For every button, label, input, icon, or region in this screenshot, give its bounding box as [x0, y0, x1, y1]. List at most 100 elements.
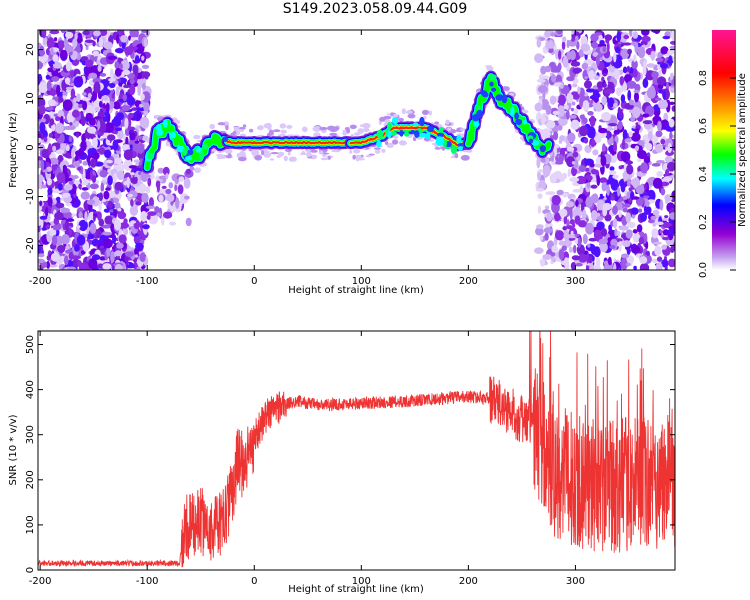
- spectrogram-cell: [651, 71, 659, 79]
- spectrogram-cell: [592, 89, 600, 101]
- x-tick-label: 300: [566, 576, 585, 587]
- colorbar-tick-label: 0.2: [698, 214, 709, 230]
- chart-title: S149.2023.058.09.44.G09: [282, 1, 468, 17]
- spectrogram-cell: [103, 41, 113, 50]
- spectrogram-cell: [562, 55, 569, 68]
- spectrogram-cell: [70, 69, 75, 79]
- spectrogram-cell: [87, 126, 97, 134]
- spectrogram-cell: [77, 225, 81, 229]
- spectrogram-cell: [46, 260, 50, 269]
- spectrogram-cell: [551, 245, 558, 253]
- spectrogram-cell: [661, 218, 668, 221]
- spectrogram-cell: [542, 254, 552, 260]
- spectrogram-cell: [572, 207, 582, 220]
- spectrogram-cell: [98, 192, 103, 201]
- ridge-blob: [516, 119, 522, 126]
- spectrogram-cell: [158, 194, 164, 203]
- spectrogram-cell: [659, 199, 664, 211]
- spectrogram-cell: [60, 30, 66, 33]
- spectrogram-cell: [108, 82, 116, 88]
- y-tick-label: -20: [25, 237, 36, 253]
- spectrogram-cell: [261, 150, 265, 156]
- spectrogram-cell: [631, 196, 640, 200]
- spectrogram-cell: [251, 150, 259, 156]
- spectrogram-cell: [165, 188, 172, 195]
- spectrogram-cell: [590, 139, 596, 147]
- spectrogram-cell: [592, 149, 599, 156]
- spectrogram-cell: [46, 37, 55, 50]
- spectrogram-cell: [624, 74, 632, 83]
- spectrogram-cell: [567, 132, 576, 143]
- spectrogram-cell: [48, 60, 55, 65]
- spectrogram-cell: [540, 116, 547, 125]
- spectrogram-cell: [600, 228, 608, 237]
- spectrogram-cell: [134, 176, 138, 183]
- spectrogram-cell: [136, 266, 141, 270]
- spectrogram-cell: [628, 131, 633, 138]
- x-tick-label: 300: [566, 276, 585, 287]
- spectrogram-cell: [627, 48, 632, 55]
- spectrogram-cell: [557, 124, 563, 131]
- spectrogram-cell: [662, 229, 670, 236]
- spectrogram-cell: [545, 191, 556, 196]
- spectrogram-cell: [114, 48, 124, 54]
- spectrogram-cell: [599, 177, 608, 184]
- y-tick-label: 100: [25, 515, 36, 534]
- spectrogram-cell: [635, 185, 645, 195]
- spectrogram-cell: [610, 195, 615, 201]
- spectrogram-cell: [466, 149, 473, 153]
- spectrogram-cell: [227, 153, 232, 159]
- spectrogram-cell: [59, 133, 65, 144]
- spectrogram-cell: [267, 125, 272, 131]
- spectrogram-cell: [606, 184, 610, 196]
- spectrogram-cell: [72, 109, 80, 118]
- spectrogram-cell: [669, 101, 675, 106]
- spectrogram-cell: [84, 211, 88, 222]
- spectrogram-cell: [321, 152, 330, 155]
- spectrogram-cell: [612, 205, 618, 215]
- spectrogram-cell: [63, 184, 73, 191]
- spectrogram-cell: [612, 174, 619, 179]
- spectrogram-cell: [65, 218, 75, 222]
- spectrogram-cell: [666, 59, 674, 64]
- spectrogram-cell: [587, 243, 591, 248]
- spectrogram-cell: [638, 145, 643, 157]
- spectrogram-cell: [123, 84, 131, 89]
- spectrogram-cell: [660, 233, 665, 238]
- spectrogram-cell: [576, 244, 586, 256]
- spectrogram-cell: [428, 110, 432, 116]
- spectrogram-cell: [78, 211, 83, 219]
- spectrogram-cell: [125, 251, 134, 257]
- spectrogram-cell: [460, 154, 470, 161]
- spectrogram-cell: [299, 152, 307, 156]
- x-tick-label: -200: [29, 576, 52, 587]
- spectrogram-cell: [42, 169, 49, 173]
- spectrogram-cell: [123, 149, 133, 161]
- spectrogram-cell: [538, 73, 544, 81]
- spectrogram-cell: [613, 129, 620, 135]
- ridge-blob: [399, 129, 404, 137]
- spectrogram-cell: [445, 120, 450, 125]
- ridge-blob: [457, 146, 463, 151]
- ridge-blob: [488, 74, 497, 81]
- spectrogram-cell: [648, 131, 653, 140]
- spectrogram-cell: [566, 91, 574, 104]
- spectrogram-cell: [630, 178, 639, 187]
- spectrogram-cell: [78, 183, 82, 190]
- spectrogram-cell: [550, 256, 556, 262]
- spectrogram-cell: [584, 145, 592, 154]
- spectrogram-cell: [613, 52, 617, 63]
- spectrogram-cell: [554, 49, 559, 54]
- spectrogram-cell: [49, 88, 57, 97]
- ridge-blob: [539, 145, 547, 153]
- spectrogram-cell: [538, 95, 543, 100]
- spectrogram-cell: [48, 157, 59, 165]
- spectrogram-cell: [63, 39, 69, 49]
- snr-ticks: -200 -100 0 100 200 300 0 100 200 300 400 500: [25, 331, 675, 587]
- spectrogram-cell: [625, 229, 633, 239]
- ridge-blob: [450, 145, 458, 155]
- spectrogram-cell: [130, 172, 135, 176]
- spectrogram-cell: [65, 61, 72, 72]
- spectrogram-cell: [41, 184, 47, 189]
